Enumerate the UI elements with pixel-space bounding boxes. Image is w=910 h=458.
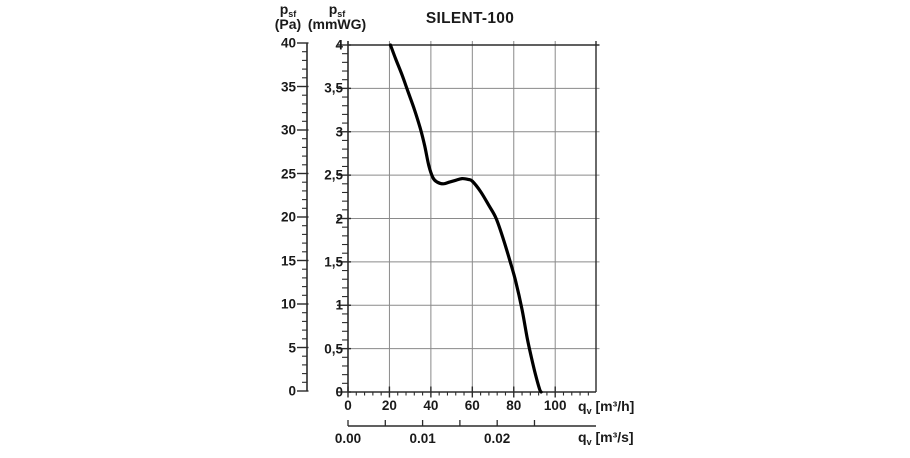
mmwg-tick-label: 4 (335, 37, 343, 53)
mmwg-tick-label: 0 (335, 384, 343, 400)
mmwg-tick-label: 1,5 (324, 254, 343, 270)
flow-m3h-tick-label: 0 (344, 398, 352, 413)
flow-m3h-symbol: qv (578, 398, 592, 416)
flow-m3h-tick-label: 40 (423, 398, 439, 413)
pa-tick-label: 35 (280, 79, 296, 94)
pa-tick-label: 15 (280, 253, 296, 268)
flow-m3s-tick-label: 0.02 (484, 431, 511, 446)
flow-m3s-unit: [m³/s] (595, 429, 634, 445)
flow-m3h-axis-title: qv [m³/h] (578, 398, 635, 416)
mmwg-axis-unit: (mmWG) (307, 16, 367, 32)
pa-tick-label: 20 (280, 209, 296, 225)
mmwg-tick-label: 3,5 (324, 80, 343, 96)
pa-axis-unit: (Pa) (274, 16, 302, 32)
flow-m3h-tick-label: 80 (506, 398, 522, 413)
pa-tick-label: 25 (280, 166, 296, 181)
pa-tick-label: 0 (288, 383, 296, 399)
pa-tick-label: 5 (288, 340, 296, 355)
mmwg-tick-label: 2 (335, 211, 343, 226)
mmwg-tick-label: 2,5 (324, 167, 343, 183)
pa-axis-title: psf (Pa) (275, 2, 301, 31)
flow-m3h-symbol-sub: v (586, 406, 592, 416)
flow-m3h-tick-label: 20 (381, 398, 397, 413)
mmwg-axis-title: psf (mmWG) (308, 2, 366, 31)
mmwg-tick-label: 0,5 (324, 341, 343, 357)
flow-m3s-axis-title: qv [m³/s] (578, 429, 634, 447)
mmwg-tick-label: 1 (335, 297, 343, 313)
flow-m3h-unit: [m³/h] (595, 398, 635, 414)
performance-curve (388, 43, 543, 394)
flow-m3s-tick-label: 0.00 (334, 431, 362, 446)
mmwg-tick-label: 3 (335, 124, 343, 140)
pa-tick-label: 40 (280, 35, 296, 51)
flow-m3s-symbol: qv (578, 429, 592, 447)
chart-title: SILENT-100 (425, 10, 515, 27)
mmwg-axis-symbol-sub: sf (337, 9, 346, 19)
mmwg-axis-symbol: psf (328, 1, 346, 19)
flow-m3s-symbol-sub: v (586, 437, 592, 447)
pa-tick-label: 10 (280, 296, 296, 312)
flow-m3s-tick-label: 0.01 (409, 431, 436, 446)
flow-m3h-tick-label: 60 (464, 398, 480, 413)
flow-m3h-tick-label: 100 (543, 398, 567, 413)
pa-axis-symbol-sub: sf (288, 9, 297, 19)
pa-tick-label: 30 (280, 122, 296, 138)
pa-axis-symbol: psf (279, 1, 297, 19)
